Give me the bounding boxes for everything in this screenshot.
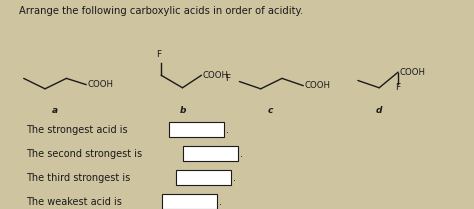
- Text: COOH: COOH: [88, 80, 114, 89]
- Text: .: .: [233, 173, 236, 183]
- Bar: [176, 170, 231, 185]
- Text: COOH: COOH: [400, 68, 426, 77]
- Text: The second strongest is: The second strongest is: [26, 149, 142, 159]
- Text: .: .: [226, 125, 229, 135]
- Text: The strongest acid is: The strongest acid is: [26, 125, 128, 135]
- Text: .: .: [240, 149, 243, 159]
- Bar: [162, 194, 217, 209]
- Text: F: F: [225, 74, 230, 83]
- Bar: [183, 146, 238, 161]
- Text: a: a: [52, 106, 57, 115]
- Text: b: b: [179, 106, 186, 115]
- Text: COOH: COOH: [203, 71, 229, 80]
- Text: F: F: [156, 50, 161, 59]
- Text: The weakest acid is: The weakest acid is: [26, 197, 122, 207]
- Text: d: d: [376, 106, 383, 115]
- Text: Arrange the following carboxylic acids in order of acidity.: Arrange the following carboxylic acids i…: [19, 6, 303, 16]
- Text: F: F: [396, 83, 401, 92]
- Text: .: .: [219, 197, 222, 207]
- Text: The third strongest is: The third strongest is: [26, 173, 130, 183]
- Text: COOH: COOH: [305, 81, 331, 90]
- Bar: [169, 122, 224, 137]
- Text: c: c: [267, 106, 273, 115]
